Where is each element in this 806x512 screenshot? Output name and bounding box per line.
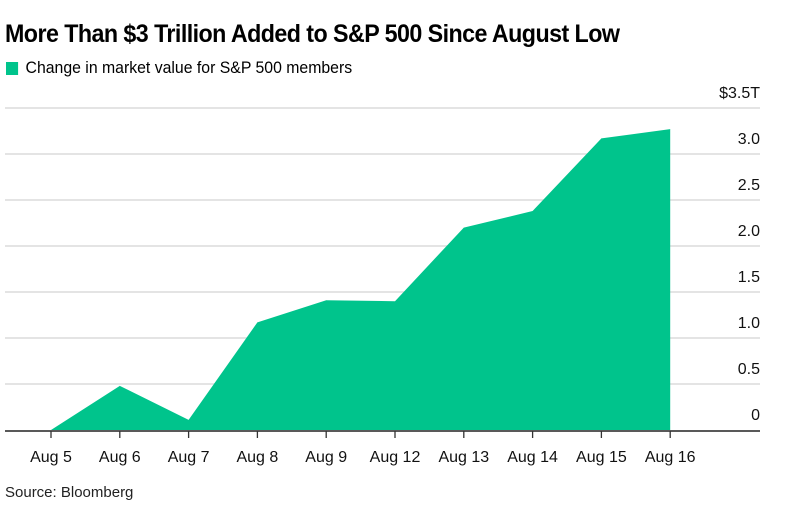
x-tick-label: Aug 13 <box>438 449 489 466</box>
y-tick-label: 1.5 <box>738 269 760 286</box>
x-tick-label: Aug 5 <box>30 449 72 466</box>
chart-title: More Than $3 Trillion Added to S&P 500 S… <box>5 20 620 48</box>
y-tick-label: 3.0 <box>738 131 760 148</box>
area-series <box>51 129 671 430</box>
legend-label: Change in market value for S&P 500 membe… <box>25 58 353 77</box>
legend: Change in market value for S&P 500 membe… <box>6 58 352 78</box>
x-tick-label: Aug 14 <box>507 449 558 466</box>
y-tick-label: 2.0 <box>738 223 760 240</box>
y-tick-label: 0.5 <box>738 361 760 378</box>
x-tick-label: Aug 7 <box>168 449 210 466</box>
legend-swatch <box>6 61 19 75</box>
y-tick-label: $3.5T <box>719 85 760 102</box>
y-tick-label: 2.5 <box>738 177 760 194</box>
x-tick-label: Aug 15 <box>576 449 627 466</box>
y-tick-label: 1.0 <box>738 315 760 332</box>
x-tick-label: Aug 6 <box>99 449 141 466</box>
x-tick-label: Aug 9 <box>305 449 347 466</box>
y-tick-label: 0 <box>751 407 760 424</box>
x-tick-label: Aug 8 <box>236 449 278 466</box>
x-tick-label: Aug 12 <box>370 449 421 466</box>
source-note: Source: Bloomberg <box>5 484 134 501</box>
x-tick-label: Aug 16 <box>645 449 696 466</box>
